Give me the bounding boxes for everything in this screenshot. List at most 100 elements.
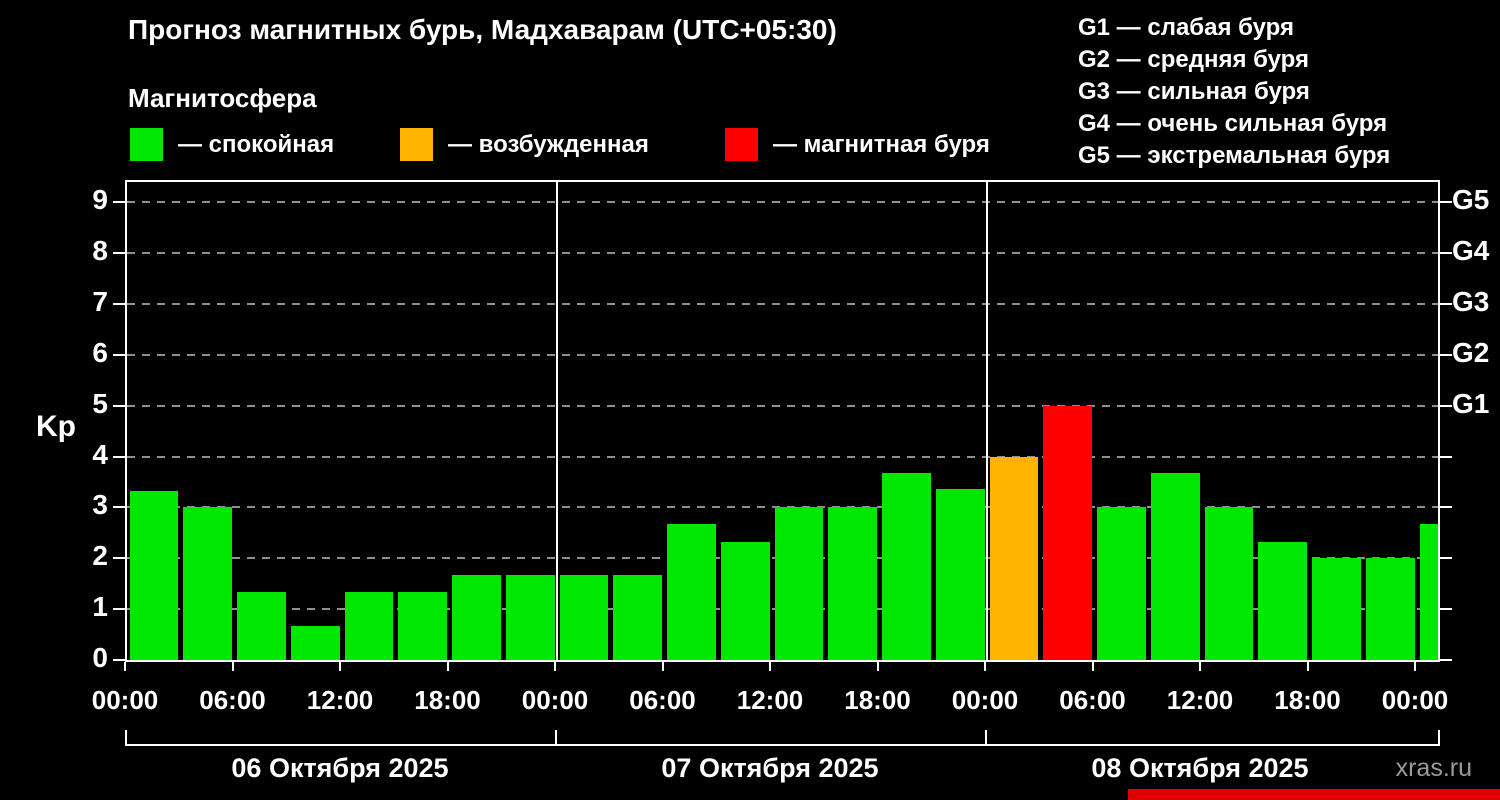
kp-bar (1097, 507, 1146, 660)
legend-item-label: — возбужденная (448, 130, 649, 158)
gridline-kp-5 (127, 404, 1438, 407)
x-tick-label: 18:00 (414, 685, 481, 715)
y-tick-mark-left (113, 201, 125, 204)
x-tick-mark (1199, 662, 1201, 671)
x-tick-label: 06:00 (1059, 685, 1126, 715)
x-tick-mark (1414, 662, 1416, 671)
y-tick-mark-right (1440, 608, 1452, 611)
kp-bar (1204, 507, 1254, 660)
x-tick-mark (984, 662, 986, 671)
y-tick-label: 1 (92, 591, 108, 623)
gridline-kp-8 (127, 252, 1438, 255)
g-level-label: G5 (1452, 184, 1490, 216)
y-tick-mark-right (1440, 353, 1452, 356)
x-tick-label: 12:00 (306, 685, 374, 715)
y-tick-mark-right (1440, 303, 1452, 306)
storm-color-swatch (725, 128, 758, 161)
x-tick-mark (1091, 662, 1094, 671)
y-tick-mark-left (113, 659, 125, 661)
y-tick-mark-right (1440, 506, 1452, 509)
y-tick-label: 4 (92, 438, 108, 470)
y-tick-mark-left (113, 557, 125, 560)
plot-area (125, 180, 1440, 662)
x-tick-mark (231, 662, 234, 671)
x-tick-label: 18:00 (1274, 685, 1341, 715)
storm-scale-line: G3 — сильная буря (1078, 78, 1310, 105)
kp-bar (344, 592, 394, 660)
y-tick-mark-right (1440, 659, 1452, 661)
kp-bar (559, 575, 609, 660)
kp-bar (774, 507, 824, 660)
y-tick-label: 9 (92, 184, 108, 216)
gridline-kp-9 (127, 201, 1438, 204)
g-level-label: G3 (1452, 286, 1490, 318)
kp-bar (1150, 473, 1200, 660)
y-tick-mark-right (1440, 404, 1452, 407)
x-tick-mark (446, 662, 449, 671)
x-tick-mark (339, 662, 341, 671)
kp-bar (1258, 541, 1307, 660)
y-tick-label: 6 (92, 336, 108, 368)
day-bracket-tick (1438, 730, 1440, 746)
x-tick-label: 00:00 (521, 685, 589, 715)
y-tick-mark-right (1440, 455, 1452, 458)
gridline-kp-6 (127, 353, 1438, 356)
x-tick-label: 00:00 (1381, 685, 1449, 715)
quiet-color-swatch (130, 128, 163, 161)
x-tick-mark (554, 662, 556, 671)
y-tick-label: 2 (92, 540, 108, 572)
legend: — спокойная — возбужденная — магнитная бур… (0, 128, 1100, 168)
legend-item-storm: — магнитная буря (725, 128, 990, 161)
gridline-kp-3 (127, 506, 1438, 509)
y-tick-mark-right (1440, 201, 1452, 204)
magnetosphere-label: Магнитосфера (128, 83, 317, 113)
legend-item-active: — возбужденная (400, 128, 649, 161)
day-bracket-tick (555, 730, 557, 746)
kp-bar (828, 507, 877, 660)
day-label: 08 Октября 2025 (1091, 753, 1309, 783)
kp-bar (290, 625, 340, 660)
y-tick-mark-left (113, 404, 125, 407)
storm-scale-line: G4 — очень сильная буря (1078, 110, 1388, 137)
page-title: Прогноз магнитных бурь, Мадхаварам (UTC+… (128, 14, 837, 45)
kp-bar (1312, 558, 1361, 660)
x-tick-label: 00:00 (91, 685, 159, 715)
x-tick-label: 18:00 (844, 685, 911, 715)
kp-bar (935, 488, 985, 660)
kp-bar (1365, 558, 1415, 660)
day-label: 06 Октября 2025 (231, 753, 449, 783)
red-strip (1128, 789, 1500, 800)
x-tick-label: 12:00 (736, 685, 804, 715)
y-tick-mark-left (113, 252, 125, 255)
kp-bar (398, 592, 447, 660)
day-bracket-tick (125, 730, 127, 746)
kp-bar (1419, 524, 1438, 660)
kp-bar (237, 592, 286, 660)
legend-item-label: — спокойная (178, 130, 335, 158)
day-bracket-tick (985, 730, 987, 746)
g-level-label: G4 (1452, 235, 1490, 267)
kp-bar (183, 507, 232, 660)
y-tick-label: 5 (92, 387, 108, 419)
y-tick-mark-left (113, 608, 125, 611)
x-tick-label: 12:00 (1166, 685, 1234, 715)
storm-scale-line: G1 — слабая буря (1078, 14, 1295, 41)
kp-bar (667, 524, 716, 660)
legend-item-quiet: — спокойная (130, 128, 334, 161)
watermark: xras.ru (1395, 754, 1472, 782)
x-tick-mark (1306, 662, 1309, 671)
x-tick-label: 06:00 (199, 685, 266, 715)
kp-bar (720, 541, 770, 660)
gridline-kp-7 (127, 303, 1438, 306)
y-tick-label: 0 (92, 642, 108, 673)
kp-bar (613, 575, 662, 660)
x-tick-label: 06:00 (629, 685, 696, 715)
storm-scale-legend: G1 — слабая буря G2 — средняя буря G3 — си… (1078, 12, 1390, 172)
kp-bar (452, 575, 501, 660)
storm-scale-line: G5 — экстремальная буря (1078, 142, 1391, 169)
y-tick-label: 7 (92, 286, 108, 318)
